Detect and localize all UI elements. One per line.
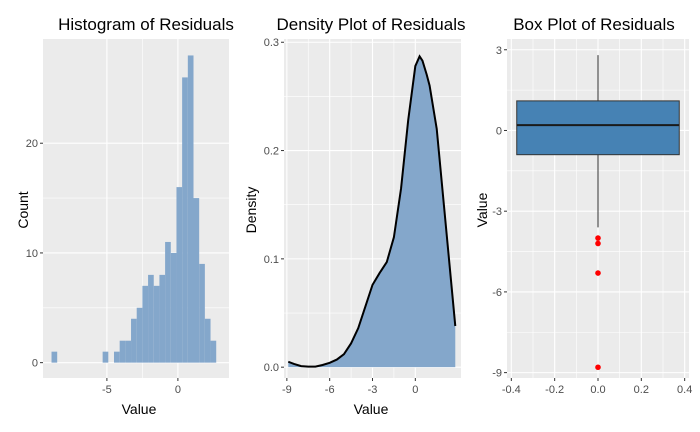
histogram-bar (159, 274, 166, 363)
boxplot-y-ticks: 3 0 -3 -6 -9 (492, 45, 507, 380)
boxplot-outlier-point (595, 240, 601, 247)
histogram-bar (102, 351, 109, 363)
histogram-bar (125, 340, 132, 363)
density-curve (287, 54, 457, 368)
boxplot-title: Box Plot of Residuals (513, 15, 675, 34)
boxplot-y-axis-label: Value (474, 192, 490, 227)
histogram-bars (51, 55, 217, 363)
boxplot-y-tick-label: -9 (492, 368, 502, 380)
density-y-tick-label: 0.3 (264, 37, 279, 49)
density-x-tick-label: -3 (368, 384, 378, 396)
histogram-bar (153, 285, 160, 363)
histogram-bar (210, 340, 217, 363)
histogram-title: Histogram of Residuals (58, 15, 234, 34)
boxplot-x-tick-label: 0.0 (590, 384, 605, 396)
density-area (288, 56, 456, 368)
histogram-bar (193, 198, 200, 363)
histogram-bar (136, 307, 143, 363)
boxplot-grid (507, 39, 689, 378)
density-panel: Density Plot of Residuals 0.0 0.1 0.2 0.3 -… (243, 15, 465, 417)
density-x-ticks: -9 -6 -3 0 (282, 378, 418, 396)
boxplot-y-tick-label: -3 (492, 206, 502, 218)
histogram-bar (51, 351, 58, 363)
histogram-panel: Histogram of Residuals 0 10 20 -5 0 Value C… (15, 15, 234, 417)
density-x-tick-label: 0 (412, 384, 418, 396)
histogram-y-tick-label: 10 (26, 248, 38, 260)
histogram-bar (131, 318, 137, 363)
boxplot-x-tick-label: -0.2 (545, 384, 564, 396)
histogram-x-tick-label: 0 (175, 384, 181, 396)
histogram-x-ticks: -5 0 (102, 378, 181, 396)
boxplot-box (516, 100, 680, 156)
density-y-ticks: 0.0 0.1 0.2 0.3 (264, 37, 284, 374)
histogram-bar (165, 241, 171, 363)
boxplot-outlier-point (595, 270, 601, 276)
boxplot-y-tick-label: 3 (496, 45, 502, 57)
histogram-bar (204, 318, 211, 363)
histogram-y-tick-label: 20 (26, 138, 38, 150)
density-y-axis-label: Density (243, 187, 259, 234)
density-title: Density Plot of Residuals (277, 15, 466, 34)
histogram-bar (187, 55, 194, 363)
density-x-tick-label: -9 (282, 384, 292, 396)
boxplot-panel: Box Plot of Residuals 3 0 -3 -6 -9 -0.4 -0.2 0… (474, 15, 692, 396)
density-y-tick-label: 0.2 (264, 146, 279, 158)
histogram-bar (176, 187, 183, 363)
boxplot-y-tick-label: 0 (496, 125, 502, 137)
boxplot-x-tick-label: 0.4 (677, 384, 692, 396)
histogram-bar (119, 340, 126, 363)
histogram-y-axis-label: Count (15, 191, 31, 228)
density-x-tick-label: -6 (325, 384, 335, 396)
boxplot-x-ticks: -0.4 -0.2 0.0 0.2 0.4 (502, 378, 692, 396)
boxplot-x-tick-label: 0.2 (634, 384, 649, 396)
boxplot-x-tick-label: -0.4 (502, 384, 521, 396)
boxplot-outlier-point (595, 235, 601, 241)
boxplot-y-tick-label: -6 (492, 287, 502, 299)
histogram-bar (199, 263, 205, 363)
histogram-bar (182, 77, 188, 363)
density-x-axis-label: Value (354, 401, 389, 417)
histogram-y-tick-label: 0 (32, 358, 38, 370)
boxplot-outlier-point (595, 364, 601, 371)
density-y-tick-label: 0.0 (264, 362, 279, 374)
boxplot-outliers (595, 235, 601, 371)
histogram-grid (43, 39, 229, 378)
histogram-y-ticks: 0 10 20 (26, 138, 43, 370)
histogram-x-axis-label: Value (122, 401, 157, 417)
density-y-tick-label: 0.1 (264, 254, 279, 266)
histogram-x-tick-label: -5 (102, 384, 112, 396)
histogram-bar (148, 274, 154, 363)
histogram-bar (113, 351, 120, 363)
histogram-bar (142, 285, 149, 363)
histogram-bar (170, 252, 177, 363)
